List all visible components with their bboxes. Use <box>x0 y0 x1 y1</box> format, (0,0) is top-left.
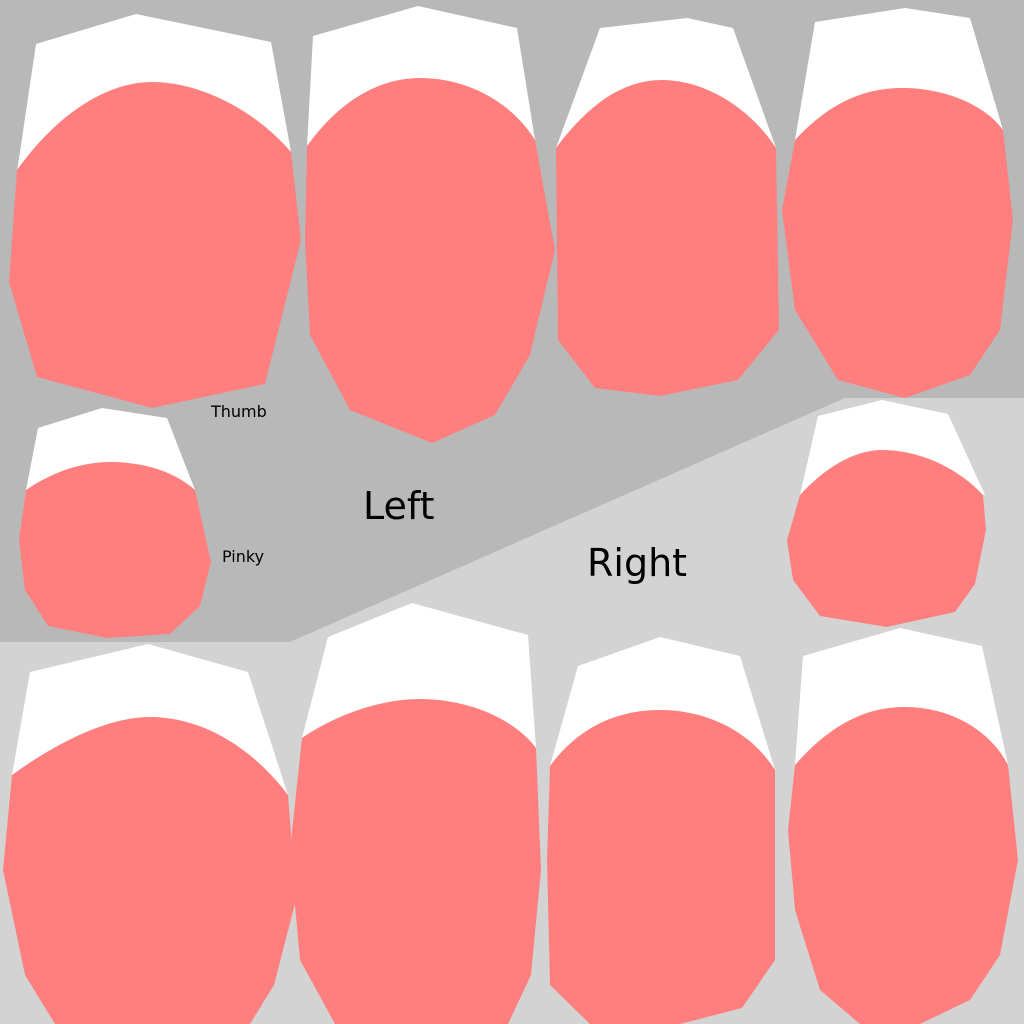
right-pinky-nail <box>787 400 986 627</box>
left-ring-nail <box>782 8 1013 398</box>
left-middle-nail <box>556 18 779 396</box>
pinky-label: Pinky <box>222 547 265 566</box>
thumb-label: Thumb <box>211 402 267 421</box>
right-index-nail <box>290 603 541 1024</box>
right-hand-label: Right <box>587 541 688 585</box>
right-thumb-nail <box>3 644 296 1024</box>
right-ring-nail <box>788 628 1018 1024</box>
left-index-nail <box>305 6 555 443</box>
left-hand-label: Left <box>363 484 435 528</box>
left-thumb-nail <box>9 14 301 408</box>
left-pinky-nail <box>19 408 211 638</box>
right-middle-nail <box>547 637 775 1024</box>
